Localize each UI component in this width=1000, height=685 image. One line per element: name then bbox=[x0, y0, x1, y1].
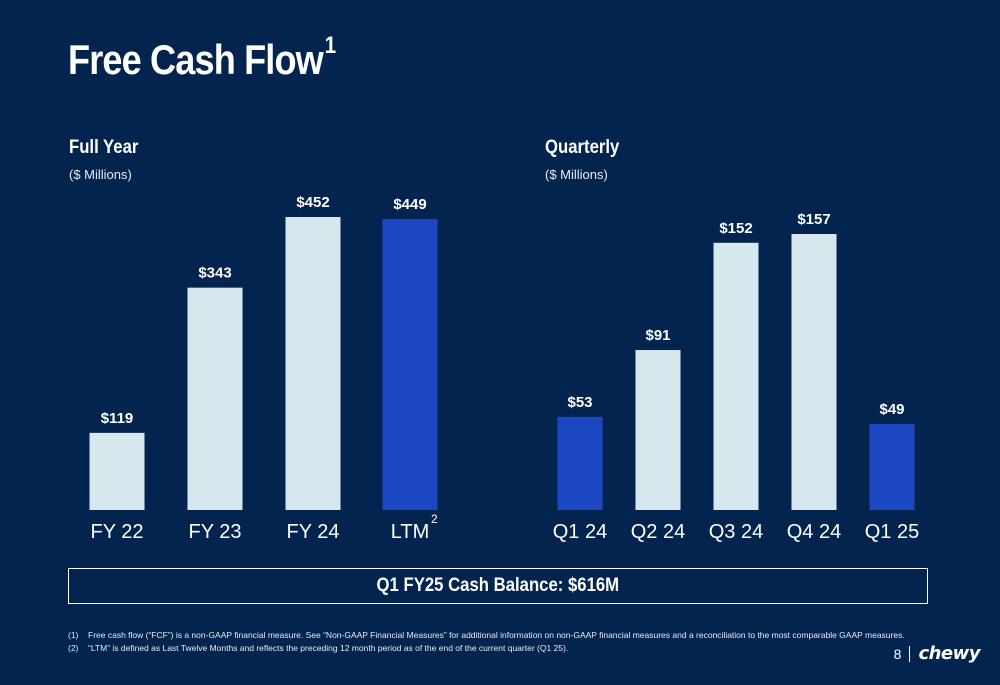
footnote-1-text: Free cash flow (“FCF”) is a non-GAAP fin… bbox=[88, 630, 905, 640]
quarterly-value-label-4: $157 bbox=[797, 211, 830, 228]
quarterly-bar-3 bbox=[713, 242, 759, 511]
title-footnote-marker: 1 bbox=[324, 32, 337, 59]
full-year-category-label-2: FY 23 bbox=[189, 521, 242, 543]
quarterly-category-label-4: Q4 24 bbox=[787, 521, 841, 543]
full-year-category-label-4: LTM bbox=[391, 521, 430, 543]
full-year-value-label-3: $452 bbox=[296, 194, 329, 211]
cash-balance-text: Q1 FY25 Cash Balance: $616M bbox=[376, 575, 620, 596]
quarterly-category-label-5: Q1 25 bbox=[865, 521, 919, 543]
full-year-value-label-4: $449 bbox=[393, 196, 426, 213]
page-title-text: Free Cash Flow bbox=[68, 36, 324, 83]
full-year-value-label-1: $119 bbox=[101, 410, 134, 427]
page-title: Free Cash Flow1 bbox=[68, 32, 336, 84]
quarterly-bar-5 bbox=[869, 423, 915, 510]
chewy-logo: chewy bbox=[918, 643, 980, 664]
footnotes: (1) Free cash flow (“FCF”) is a non-GAAP… bbox=[68, 629, 905, 655]
full-year-title: Full Year bbox=[69, 137, 139, 158]
full-year-subtitle: ($ Millions) bbox=[69, 167, 132, 182]
quarterly-value-label-5: $49 bbox=[879, 401, 904, 418]
quarterly-value-label-2: $91 bbox=[645, 327, 670, 344]
quarterly-category-label-2: Q2 24 bbox=[631, 521, 685, 543]
full-year-bar-1 bbox=[89, 432, 145, 510]
footnote-1: (1) Free cash flow (“FCF”) is a non-GAAP… bbox=[68, 629, 905, 642]
footnote-2: (2) “LTM” is defined as Last Twelve Mont… bbox=[68, 642, 888, 655]
quarterly-bar-1 bbox=[557, 416, 603, 510]
quarterly-bar-4 bbox=[791, 234, 837, 510]
quarterly-value-label-3: $152 bbox=[719, 220, 752, 237]
quarterly-title: Quarterly bbox=[545, 137, 620, 158]
full-year-category-label-1: FY 22 bbox=[91, 521, 144, 543]
quarterly-category-label-1: Q1 24 bbox=[553, 521, 607, 543]
full-year-bar-2 bbox=[187, 287, 243, 510]
full-year-bar-4 bbox=[382, 218, 438, 510]
footnote-2-number: (2) bbox=[68, 643, 79, 653]
quarterly-bar-2 bbox=[635, 350, 681, 510]
page-footer: 8 chewy bbox=[893, 643, 981, 664]
quarterly-value-label-1: $53 bbox=[567, 394, 592, 411]
page-number: 8 bbox=[893, 645, 902, 662]
full-year-value-label-2: $343 bbox=[198, 265, 231, 282]
cash-balance-box: Q1 FY25 Cash Balance: $616M bbox=[68, 568, 928, 604]
full-year-category-label-3: FY 24 bbox=[287, 521, 340, 543]
footnote-2-text: “LTM” is defined as Last Twelve Months a… bbox=[88, 643, 569, 653]
quarterly-subtitle: ($ Millions) bbox=[545, 167, 608, 182]
full-year-bar-3 bbox=[285, 217, 341, 510]
footnote-1-number: (1) bbox=[68, 630, 79, 640]
quarterly-category-label-3: Q3 24 bbox=[709, 521, 763, 543]
footer-divider bbox=[909, 645, 911, 662]
full-year-category-footnote-4: 2 bbox=[431, 512, 438, 526]
